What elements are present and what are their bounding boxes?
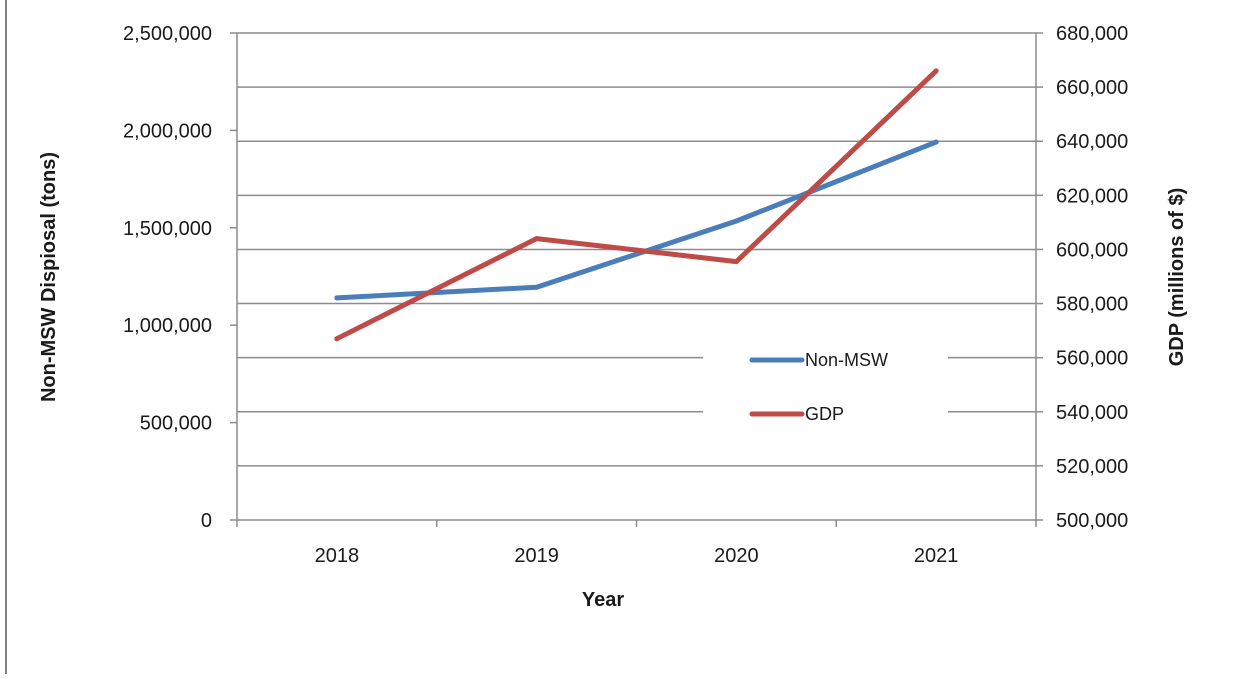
series-lines bbox=[334, 68, 939, 342]
right-tick-label: 500,000 bbox=[1056, 510, 1128, 532]
data-point-non-msw bbox=[733, 218, 739, 224]
right-tick-label: 620,000 bbox=[1056, 185, 1128, 207]
data-point-non-msw bbox=[334, 295, 340, 301]
axes bbox=[236, 33, 1037, 521]
right-axis-ticks: 500,000 520,000 540,000 560,000 580,000 600,0… bbox=[1036, 23, 1128, 532]
legend-background bbox=[703, 338, 948, 433]
right-tick-label: 540,000 bbox=[1056, 402, 1128, 424]
right-tick-label: 520,000 bbox=[1056, 456, 1128, 478]
data-point-non-msw bbox=[933, 139, 939, 145]
data-point-gdp bbox=[733, 259, 739, 265]
left-tick-label: 2,000,000 bbox=[123, 120, 212, 142]
x-axis-ticks: 2018 2019 2020 2021 bbox=[236, 520, 1037, 567]
series-line-gdp bbox=[334, 68, 939, 342]
legend-label: Non-MSW bbox=[805, 350, 888, 370]
left-tick-label: 1,000,000 bbox=[123, 315, 212, 337]
right-tick-label: 560,000 bbox=[1056, 348, 1128, 370]
frame-border bbox=[5, 0, 7, 674]
left-tick-label: 2,500,000 bbox=[123, 23, 212, 45]
right-axis-title: GDP (millions of $) bbox=[1166, 188, 1188, 367]
left-tick-label: 0 bbox=[201, 510, 212, 532]
series-line-non-msw bbox=[334, 139, 939, 301]
data-point-non-msw bbox=[534, 284, 540, 290]
right-tick-label: 680,000 bbox=[1056, 23, 1128, 45]
x-tick-label: 2020 bbox=[714, 545, 759, 567]
x-axis-title: Year bbox=[582, 589, 624, 611]
legend: Non-MSW GDP bbox=[749, 350, 888, 424]
data-point-gdp bbox=[334, 336, 340, 342]
legend-label: GDP bbox=[805, 404, 844, 424]
x-tick-label: 2018 bbox=[315, 545, 360, 567]
data-point-gdp bbox=[933, 68, 939, 74]
left-tick-label: 500,000 bbox=[140, 413, 212, 435]
right-tick-label: 580,000 bbox=[1056, 294, 1128, 316]
x-tick-label: 2021 bbox=[914, 545, 959, 567]
left-axis-title: Non-MSW Dispiosal (tons) bbox=[38, 152, 60, 402]
data-point-gdp bbox=[534, 236, 540, 242]
right-tick-label: 660,000 bbox=[1056, 77, 1128, 99]
left-tick-label: 1,500,000 bbox=[123, 218, 212, 240]
x-tick-label: 2019 bbox=[514, 545, 559, 567]
right-tick-label: 600,000 bbox=[1056, 239, 1128, 261]
right-tick-label: 640,000 bbox=[1056, 131, 1128, 153]
left-axis-ticks: 0 500,000 1,000,000 1,500,000 2,000,000 2,500… bbox=[123, 23, 237, 532]
